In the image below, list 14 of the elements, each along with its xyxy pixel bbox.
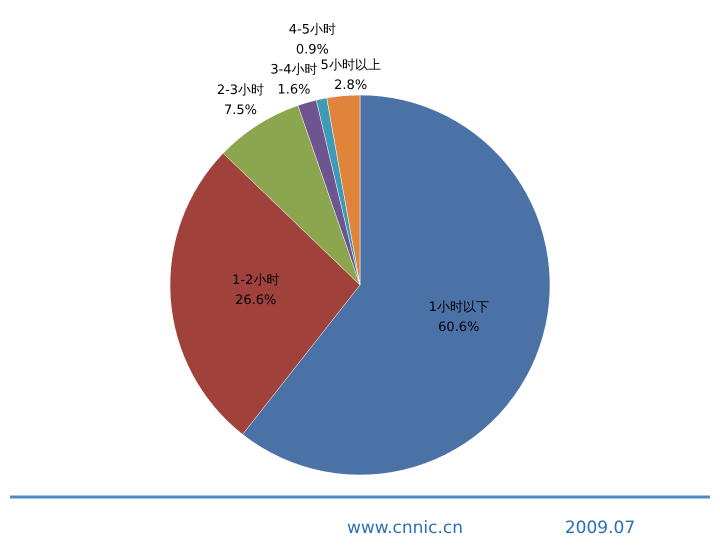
data-label: 60.6% [438, 320, 480, 336]
text: 2009.07 [564, 518, 636, 538]
slice-label: 3-4小时 [270, 62, 318, 78]
data-label: 2.8% [334, 78, 368, 94]
data-label: 7.5% [224, 102, 257, 118]
data-label: 1.6% [277, 82, 310, 98]
data-label: 26.6% [235, 293, 276, 308]
slice-label: 1小时以下 [428, 300, 489, 316]
text: www.cnnic.cn [346, 518, 464, 538]
slice-label: 4-5小时 [288, 22, 336, 38]
slice-label: 2-3小时 [216, 82, 264, 98]
data-label: 0.9% [296, 42, 329, 58]
slice-label: 5小时以上 [320, 58, 381, 74]
slice-label: 1-2小时 [232, 273, 280, 288]
